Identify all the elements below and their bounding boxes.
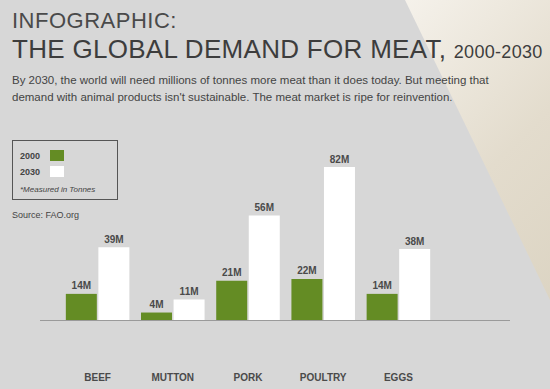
svg-text:14M: 14M xyxy=(72,280,91,291)
svg-text:BEEF: BEEF xyxy=(84,372,111,383)
svg-text:38M: 38M xyxy=(405,236,424,247)
html-text:2000: 2000 xyxy=(20,151,40,161)
html-text:2030: 2030 xyxy=(20,167,40,177)
html-text:Source: FAO.org: Source: FAO.org xyxy=(12,210,79,220)
svg-text:4M: 4M xyxy=(150,299,164,310)
svg-text:21M: 21M xyxy=(222,267,241,278)
svg-text:PORK: PORK xyxy=(234,372,264,383)
html-text:*Measured in Tonnes: *Measured in Tonnes xyxy=(20,185,96,194)
svg-text:39M: 39M xyxy=(104,234,123,245)
svg-text:EGGS: EGGS xyxy=(384,372,413,383)
html-text:INFOGRAPHIC:: INFOGRAPHIC: xyxy=(12,8,177,33)
html-text:THE GLOBAL DEMAND FOR MEAT,200: THE GLOBAL DEMAND FOR MEAT,2000-2030 xyxy=(12,34,543,64)
svg-text:82M: 82M xyxy=(330,154,349,165)
svg-text:14M: 14M xyxy=(372,280,391,291)
svg-text:22M: 22M xyxy=(297,265,316,276)
svg-text:11M: 11M xyxy=(180,286,199,297)
svg-text:56M: 56M xyxy=(255,202,274,213)
svg-text:MUTTON: MUTTON xyxy=(152,372,195,383)
svg-text:POULTRY: POULTRY xyxy=(300,372,347,383)
html-text:By 2030, the world will need m: By 2030, the world will need millions of… xyxy=(12,74,489,103)
